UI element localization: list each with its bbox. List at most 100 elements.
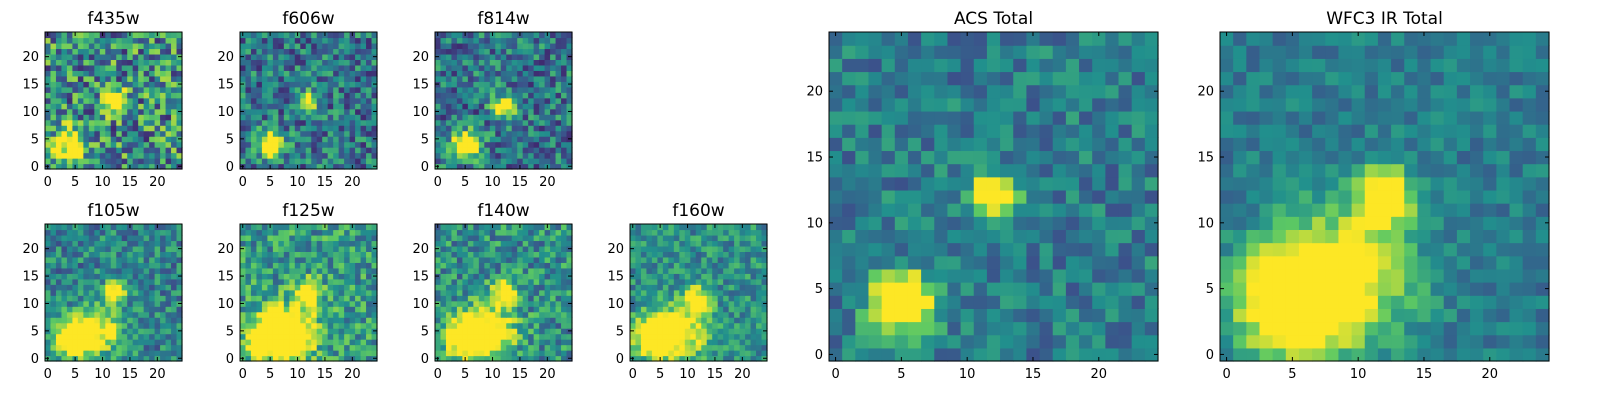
pixel	[679, 262, 686, 269]
pixel	[322, 289, 329, 296]
pixel	[105, 97, 112, 104]
pixel	[165, 339, 172, 346]
pixel	[544, 59, 551, 66]
pixel	[94, 152, 101, 159]
y-tick-label: 20	[412, 50, 429, 65]
pixel	[294, 108, 301, 115]
pixel	[662, 300, 669, 307]
pixel	[138, 284, 145, 291]
pixel	[311, 355, 318, 362]
pixel	[366, 278, 373, 285]
pixel	[289, 300, 296, 307]
pixel	[66, 251, 73, 258]
pixel	[278, 267, 285, 274]
pixel	[300, 234, 307, 242]
pixel	[154, 339, 161, 346]
pixel	[272, 125, 279, 132]
pixel	[333, 130, 340, 137]
pixel	[66, 75, 73, 82]
pixel	[484, 344, 491, 351]
pixel	[83, 300, 90, 307]
pixel	[366, 300, 373, 307]
pixel	[305, 333, 312, 340]
pixel	[165, 108, 172, 115]
pixel	[121, 317, 128, 324]
pixel	[881, 295, 896, 309]
pixel	[245, 229, 252, 236]
pixel	[473, 234, 480, 242]
pixel	[506, 300, 513, 307]
pixel	[1065, 347, 1080, 362]
pixel	[355, 59, 362, 66]
pixel	[728, 278, 735, 285]
pixel	[99, 75, 106, 82]
pixel	[657, 306, 664, 313]
pixel	[138, 278, 145, 285]
pixel	[245, 70, 252, 77]
pixel	[289, 125, 296, 132]
pixel	[176, 284, 183, 291]
pixel	[366, 59, 373, 66]
pixel	[245, 42, 252, 50]
pixel	[305, 300, 312, 307]
pixel	[550, 273, 557, 280]
pixel	[467, 103, 474, 110]
pixel	[171, 350, 178, 357]
pixel	[1118, 334, 1133, 349]
pixel	[371, 344, 378, 351]
pixel	[528, 289, 535, 296]
pixel	[165, 300, 172, 307]
pixel	[160, 295, 167, 302]
pixel	[484, 147, 491, 154]
pixel	[61, 119, 68, 126]
pixel	[55, 273, 63, 280]
pixel	[77, 333, 84, 340]
pixel	[506, 163, 513, 170]
pixel	[143, 103, 150, 110]
pixel	[311, 344, 318, 351]
pixel	[327, 103, 334, 110]
pixel	[881, 242, 896, 257]
pixel	[305, 108, 312, 115]
pixel	[495, 300, 502, 307]
pixel	[149, 59, 156, 66]
pixel	[451, 284, 458, 291]
pixel	[294, 350, 301, 357]
pixel	[495, 229, 502, 236]
pixel	[160, 136, 167, 143]
pixel	[1079, 203, 1093, 217]
pixel	[316, 86, 323, 93]
pixel	[55, 163, 63, 170]
pixel	[640, 306, 648, 313]
pixel	[283, 245, 290, 252]
pixel	[517, 344, 524, 351]
pixel	[294, 103, 301, 110]
pixel	[435, 234, 442, 242]
pixel	[495, 125, 502, 132]
pixel	[256, 103, 263, 110]
pixel	[305, 152, 312, 159]
pixel	[110, 147, 117, 154]
pixel	[456, 311, 463, 318]
pixel	[366, 42, 373, 50]
pixel	[272, 328, 279, 335]
pixel	[921, 163, 935, 178]
pixel	[50, 300, 57, 307]
pixel	[240, 92, 247, 99]
pixel	[50, 158, 57, 165]
pixel	[360, 256, 367, 263]
pixel	[72, 114, 79, 121]
pixel	[171, 59, 178, 66]
pixel	[728, 262, 735, 269]
pixel	[256, 328, 263, 335]
pixel	[489, 119, 496, 126]
pixel	[495, 306, 502, 313]
pixel	[154, 245, 161, 252]
pixel	[467, 92, 474, 99]
pixel	[734, 322, 741, 329]
pixel	[322, 86, 329, 93]
pixel	[829, 216, 843, 230]
pixel	[300, 158, 307, 165]
y-tick-label: 20	[217, 242, 234, 257]
pixel	[272, 141, 279, 148]
